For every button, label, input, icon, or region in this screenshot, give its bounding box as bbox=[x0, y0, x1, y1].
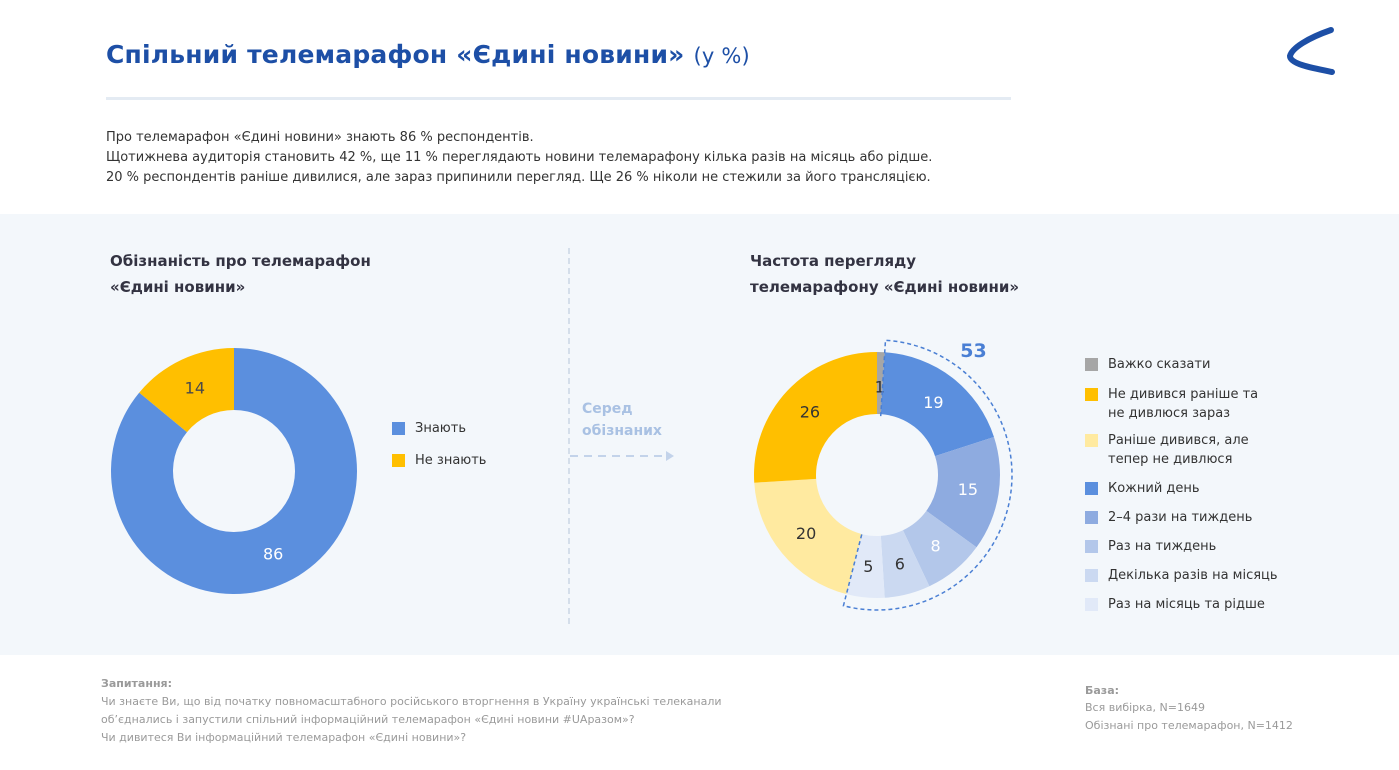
frequency-legend-label: 2–4 рази на тиждень bbox=[1108, 510, 1253, 525]
intro-line-2: Щотижнева аудиторія становить 42 %, ще 1… bbox=[106, 150, 933, 165]
frequency-legend-label: Раз на тиждень bbox=[1108, 539, 1217, 554]
frequency-slice-1 bbox=[880, 352, 994, 457]
frequency-slice-7 bbox=[754, 352, 877, 483]
frequency-slice-label-0: 1 bbox=[875, 378, 885, 397]
frequency-legend-item: Раз на тиждень bbox=[1085, 537, 1216, 556]
among-aware-line-2: обізнаних bbox=[582, 423, 662, 439]
base-line-2: Обізнані про телемарафон, N=1412 bbox=[1085, 719, 1293, 732]
frequency-legend-swatch bbox=[1085, 598, 1098, 611]
question-line-2: об’єднались і запустили спільний інформа… bbox=[101, 713, 635, 726]
frequency-chart-title: Частота перегляду телемарафону «Єдині но… bbox=[750, 248, 1019, 300]
awareness-legend-swatch bbox=[392, 422, 405, 435]
frequency-slice-6 bbox=[754, 478, 862, 595]
base-line-1: Вся вибірка, N=1649 bbox=[1085, 701, 1205, 714]
question-line-1: Чи знаєте Ви, що від початку повномасшта… bbox=[101, 695, 722, 708]
intro-text: Про телемарафон «Єдині новини» знають 86… bbox=[106, 128, 1206, 188]
title-divider bbox=[106, 97, 1011, 100]
panel-divider bbox=[568, 248, 570, 624]
frequency-legend-swatch bbox=[1085, 511, 1098, 524]
frequency-slice-0 bbox=[877, 352, 885, 415]
frequency-slice-label-1: 19 bbox=[923, 393, 943, 412]
frequency-slice-label-7: 26 bbox=[800, 403, 820, 422]
frequency-slice-label-6: 20 bbox=[796, 524, 816, 543]
question-heading: Запитання: bbox=[101, 677, 173, 690]
frequency-legend-item: Раз на місяць та рідше bbox=[1085, 595, 1265, 614]
frequency-legend-label: Раніше дивився, але тепер не дивлюся bbox=[1108, 433, 1249, 467]
frequency-slice-label-5: 5 bbox=[863, 557, 873, 576]
frequency-legend-item: Декілька разів на місяць bbox=[1085, 566, 1278, 585]
page-title-unit: (у %) bbox=[693, 44, 750, 68]
frequency-legend-item: Кожний день bbox=[1085, 479, 1200, 498]
frequency-legend-item: Не дивився раніше та не дивлюся зараз bbox=[1085, 385, 1258, 423]
awareness-legend-label: Не знають bbox=[415, 453, 487, 468]
frequency-slice-5 bbox=[846, 534, 885, 598]
awareness-slice-0 bbox=[110, 348, 357, 594]
frequency-slice-2 bbox=[926, 436, 1000, 548]
frequency-legend-label: Декілька разів на місяць bbox=[1108, 568, 1278, 583]
frequency-legend-item: Важко сказати bbox=[1085, 355, 1210, 374]
brand-logo-icon bbox=[1286, 27, 1335, 75]
frequency-legend-item: Раніше дивився, але тепер не дивлюся bbox=[1085, 431, 1249, 469]
intro-line-3: 20 % респондентів раніше дивилися, але з… bbox=[106, 170, 931, 185]
question-text: Чи знаєте Ви, що від початку повномасшта… bbox=[101, 693, 722, 747]
awareness-slice-1 bbox=[139, 348, 234, 433]
awareness-legend-label: Знають bbox=[415, 421, 466, 436]
question-line-3: Чи дивитеся Ви інформаційний телемарафон… bbox=[101, 731, 467, 744]
frequency-chart-title-line-1: Частота перегляду bbox=[750, 252, 916, 270]
base-text: Вся вибірка, N=1649 Обізнані про телемар… bbox=[1085, 699, 1293, 735]
frequency-chart-title-line-2: телемарафону «Єдині новини» bbox=[750, 278, 1020, 296]
frequency-legend-label: Важко сказати bbox=[1108, 357, 1211, 372]
awareness-slice-label-0: 86 bbox=[263, 545, 283, 564]
frequency-legend-swatch bbox=[1085, 569, 1098, 582]
frequency-slice-4 bbox=[880, 530, 930, 598]
frequency-legend-item: 2–4 рази на тиждень bbox=[1085, 508, 1252, 527]
frequency-legend-label: Не дивився раніше та не дивлюся зараз bbox=[1108, 387, 1259, 421]
frequency-legend-swatch bbox=[1085, 358, 1098, 371]
awareness-chart-title: Обізнаність про телемарафон «Єдині новин… bbox=[110, 248, 371, 300]
frequency-highlight-value: 53 bbox=[960, 340, 986, 362]
among-aware-label: Серед обізнаних bbox=[582, 398, 662, 442]
frequency-legend-swatch bbox=[1085, 482, 1098, 495]
frequency-slice-label-3: 8 bbox=[931, 536, 941, 555]
base-heading: База: bbox=[1085, 684, 1120, 697]
intro-line-1: Про телемарафон «Єдині новини» знають 86… bbox=[106, 130, 534, 145]
awareness-chart-title-line-1: Обізнаність про телемарафон bbox=[110, 252, 371, 270]
awareness-legend-item: Знають bbox=[392, 419, 466, 438]
awareness-legend-item: Не знають bbox=[392, 451, 486, 470]
frequency-slice-label-4: 6 bbox=[895, 555, 905, 574]
frequency-legend-swatch bbox=[1085, 434, 1098, 447]
awareness-legend-swatch bbox=[392, 454, 405, 467]
frequency-legend-swatch bbox=[1085, 540, 1098, 553]
frequency-legend-swatch bbox=[1085, 388, 1098, 401]
frequency-legend-label: Кожний день bbox=[1108, 481, 1200, 496]
awareness-chart-title-line-2: «Єдині новини» bbox=[110, 278, 246, 296]
among-aware-line-1: Серед bbox=[582, 401, 633, 417]
page-title-text: Спільний телемарафон «Єдині новини» bbox=[106, 40, 685, 69]
frequency-highlight-bracket bbox=[842, 339, 1013, 611]
frequency-slice-label-2: 15 bbox=[958, 480, 978, 499]
frequency-legend-label: Раз на місяць та рідше bbox=[1108, 597, 1265, 612]
dashed-arrow-icon bbox=[570, 451, 674, 461]
frequency-slice-3 bbox=[902, 510, 977, 587]
page-title: Спільний телемарафон «Єдині новини» (у %… bbox=[106, 40, 750, 69]
awareness-slice-label-1: 14 bbox=[185, 378, 205, 397]
